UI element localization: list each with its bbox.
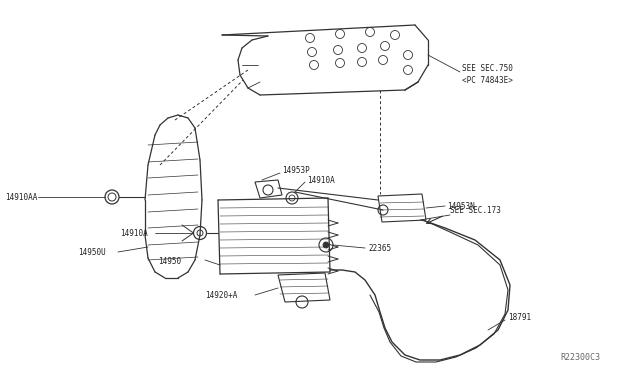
- Text: 14953N: 14953N: [447, 202, 475, 211]
- Text: 14950U: 14950U: [78, 247, 106, 257]
- Text: SEE SEC.750: SEE SEC.750: [462, 64, 513, 73]
- Text: SEE SEC.173: SEE SEC.173: [450, 205, 501, 215]
- Text: 14910AA: 14910AA: [5, 192, 37, 202]
- Text: <PC 74843E>: <PC 74843E>: [462, 76, 513, 84]
- Text: 14910A: 14910A: [120, 228, 148, 237]
- Circle shape: [323, 242, 329, 248]
- Text: 14910A: 14910A: [307, 176, 335, 185]
- Text: 14953P: 14953P: [282, 166, 310, 174]
- Text: 14950: 14950: [158, 257, 181, 266]
- Text: 22365: 22365: [368, 244, 391, 253]
- Text: R22300C3: R22300C3: [560, 353, 600, 362]
- Text: 14920+A: 14920+A: [205, 291, 237, 299]
- Text: 18791: 18791: [508, 314, 531, 323]
